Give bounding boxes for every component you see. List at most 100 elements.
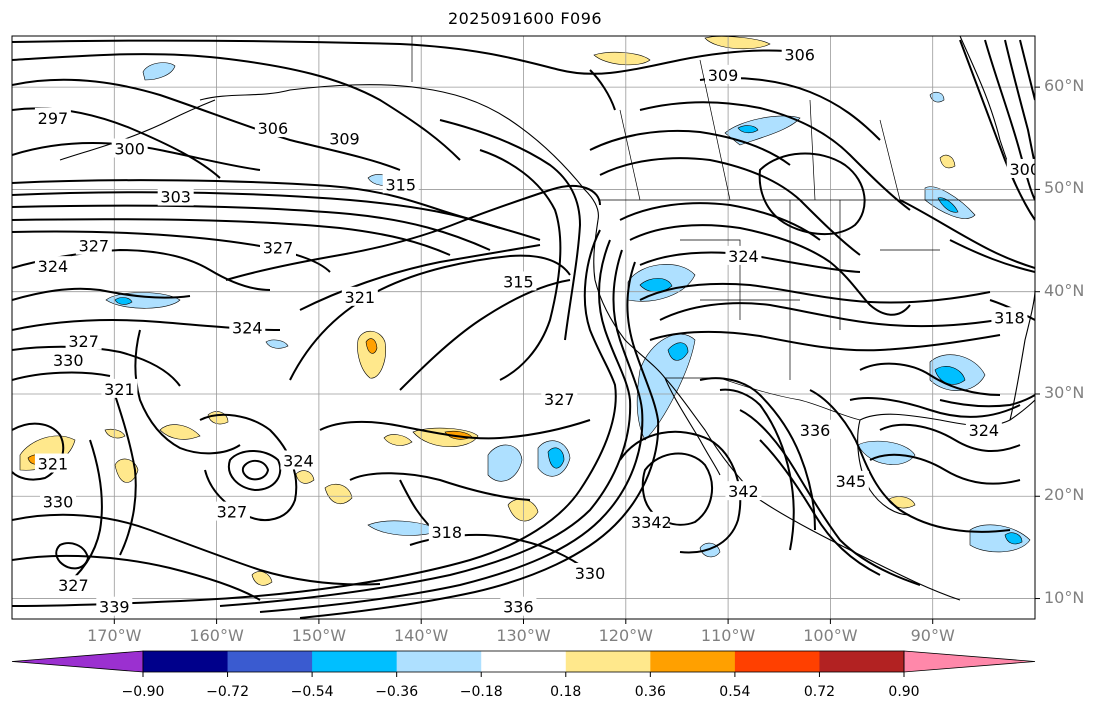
contour-label: 324 <box>969 421 1000 440</box>
lat-label: 10°N <box>1044 587 1085 607</box>
shade-blob <box>383 434 413 446</box>
contour-line <box>759 439 881 576</box>
contour-label-bg <box>50 350 87 370</box>
contour-line <box>739 409 921 586</box>
border-province <box>619 59 901 201</box>
contour-label: 327 <box>263 239 294 258</box>
shade-blob <box>357 330 386 379</box>
border-state <box>680 200 940 380</box>
contour-label: 321 <box>38 455 69 474</box>
contour-line <box>879 423 1021 452</box>
contour-label-bg <box>34 256 71 276</box>
colorbar-segment <box>819 651 905 672</box>
shade-blob <box>857 440 916 465</box>
contour-label: 345 <box>836 472 867 491</box>
contour-label: 321 <box>345 288 376 307</box>
shade-blob <box>737 125 759 134</box>
contour-label: 327 <box>544 390 575 409</box>
lon-label: 140°W <box>394 626 449 645</box>
coast-baja <box>664 377 721 476</box>
contour-line <box>241 459 270 481</box>
contour-line <box>589 129 791 166</box>
lat-label: 50°N <box>1044 178 1085 198</box>
coast-east <box>1009 289 1035 421</box>
shade-blob <box>939 154 956 169</box>
shade-blob <box>667 342 689 361</box>
contour-line <box>319 419 591 440</box>
contour-label: 324 <box>728 247 759 266</box>
graticule <box>12 36 1035 619</box>
coast-gulf-mex <box>857 419 911 516</box>
lon-label: 150°W <box>291 626 347 645</box>
shade-blob <box>295 470 315 484</box>
contour-line <box>12 53 461 161</box>
lat-label: 30°N <box>1044 382 1085 402</box>
map-title: 2025091600 F096 <box>447 9 603 28</box>
contour-line <box>259 249 644 613</box>
colorbar-tick-label: −0.90 <box>121 684 165 700</box>
contour-label-bg <box>781 44 818 64</box>
lat-label: 20°N <box>1044 485 1085 505</box>
colorbar-tick-label: −0.18 <box>459 684 503 700</box>
contour-label: 309 <box>329 129 360 148</box>
contour-label: 324 <box>38 257 69 276</box>
contour-line <box>699 377 816 531</box>
contour-label-bg <box>500 271 537 291</box>
coast-hudson <box>959 36 1035 221</box>
contour-label: 315 <box>503 272 534 291</box>
contour-label-bg <box>40 491 77 511</box>
colorbar-tick-label: −0.72 <box>206 684 249 700</box>
contour-label: 336 <box>503 598 534 617</box>
lat-label: 60°N <box>1044 76 1085 96</box>
contour-line <box>12 191 501 229</box>
contour-line <box>12 513 381 586</box>
contour-label: 300 <box>114 140 145 159</box>
colorbar-segment <box>396 651 482 672</box>
colorbar-segment <box>734 651 820 672</box>
colorbar-under-triangle <box>11 650 144 673</box>
contour-label: 309 <box>708 66 739 85</box>
contour-line <box>629 224 911 316</box>
contour-line <box>869 453 1021 485</box>
contour-label: 321 <box>104 380 135 399</box>
contour-line <box>959 39 1035 221</box>
contour-label-bg <box>797 419 834 439</box>
contour-line <box>109 379 137 556</box>
contour-line <box>758 152 866 236</box>
contour-label-bg <box>1006 158 1035 178</box>
contour-line <box>299 244 541 311</box>
colorbar-segment <box>481 651 567 672</box>
colorbar-tick-label: −0.54 <box>290 684 334 700</box>
contour-label-bg <box>101 378 138 398</box>
colorbar-segment <box>312 651 398 672</box>
contour-label-bg <box>326 128 363 148</box>
contour-line <box>59 439 103 591</box>
lon-label: 160°W <box>189 626 244 645</box>
contour-line <box>899 199 1035 269</box>
shade-blob <box>114 297 133 305</box>
contour-label: 324 <box>232 319 263 338</box>
axis-ticks <box>113 86 1040 624</box>
lon-label: 110°W <box>700 626 756 645</box>
colorbar-tick-label: 0.90 <box>888 684 920 700</box>
contour-line <box>809 389 1011 533</box>
contour-line <box>399 279 571 391</box>
shade-blob <box>593 51 651 66</box>
lon-label: 100°W <box>803 626 858 645</box>
shade-blob <box>937 197 959 213</box>
contour-label-bg <box>704 64 741 84</box>
colorbar-segment <box>650 651 736 672</box>
contour-line <box>12 142 261 171</box>
colorbar-tick-label: 0.36 <box>634 684 666 700</box>
contour-line <box>479 149 562 381</box>
colorbar-tick-label: 0.72 <box>803 684 836 700</box>
contour-line <box>1019 39 1035 101</box>
contour-label: 315 <box>385 175 416 194</box>
shade-blob <box>1004 532 1023 545</box>
coast-aleutians <box>59 99 216 161</box>
contour-line <box>719 388 795 551</box>
contour-line <box>589 69 616 111</box>
contour-label: 303 <box>160 188 191 207</box>
contour-line <box>12 218 451 256</box>
